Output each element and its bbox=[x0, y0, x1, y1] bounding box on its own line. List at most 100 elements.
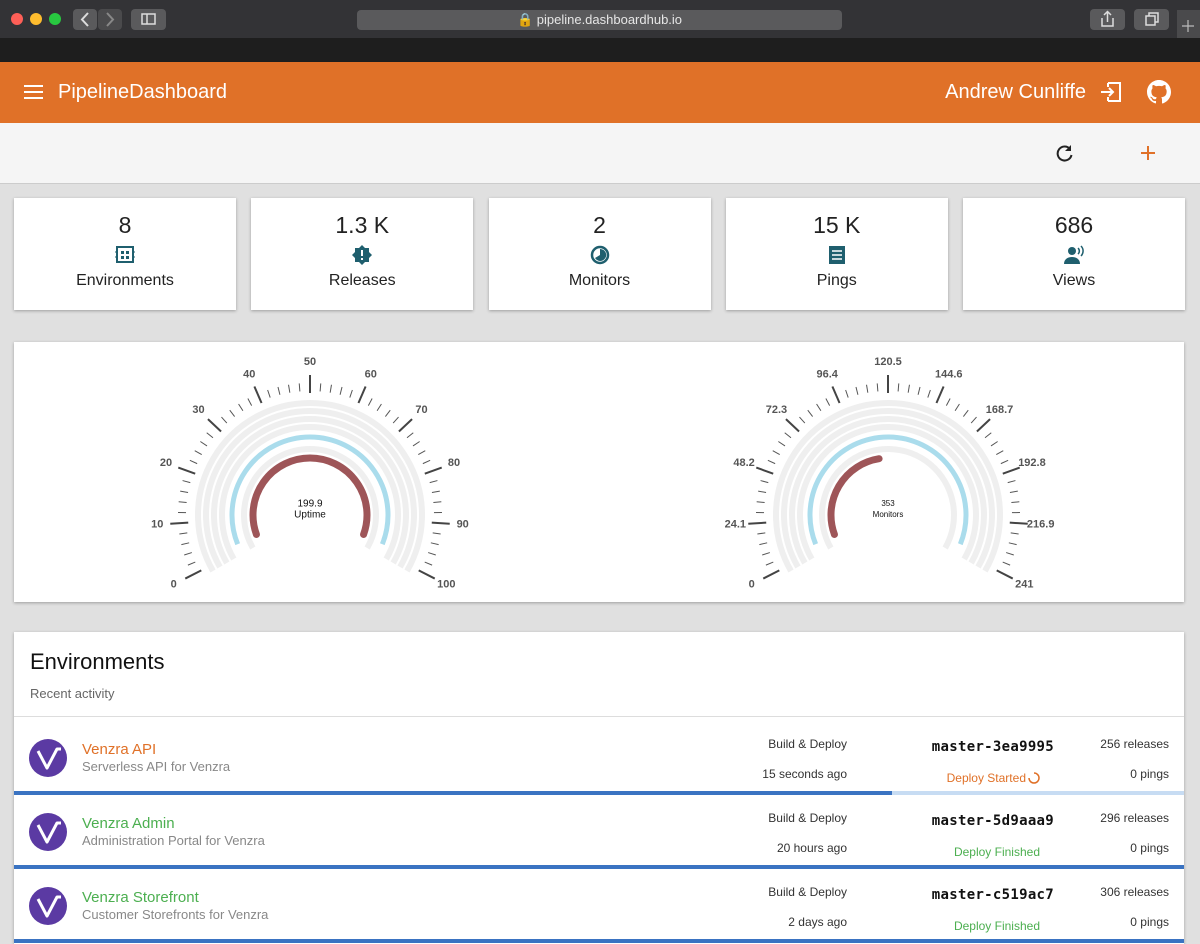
minor-tick bbox=[392, 416, 399, 424]
minor-tick bbox=[1006, 552, 1014, 556]
major-tick bbox=[418, 569, 436, 580]
minor-tick bbox=[229, 409, 236, 417]
last-deploy-time: 20 hours ago bbox=[776, 841, 847, 855]
release-tag: master-3ea9995 bbox=[931, 739, 1054, 755]
stat-label: Views bbox=[1052, 272, 1096, 289]
environment-name[interactable]: Venzra API bbox=[82, 741, 157, 758]
app-title[interactable]: PipelineDashboard bbox=[58, 81, 228, 103]
gauge-band bbox=[781, 408, 995, 569]
major-tick bbox=[1009, 521, 1028, 525]
release-count: 256 releases bbox=[1100, 737, 1169, 751]
gauge-tick-label: 120.5 bbox=[874, 356, 902, 368]
environment-row[interactable]: Venzra Admin Administration Portal for Ve… bbox=[14, 791, 1184, 869]
environment-name[interactable]: Venzra Admin bbox=[82, 815, 175, 832]
minor-tick bbox=[962, 409, 969, 417]
logout-button[interactable] bbox=[1100, 82, 1122, 102]
environment-row[interactable]: Venzra Storefront Customer Storefronts fo… bbox=[14, 865, 1184, 943]
major-tick bbox=[424, 466, 443, 475]
stat-icon bbox=[590, 245, 609, 265]
minor-tick bbox=[1011, 501, 1020, 504]
github-button[interactable] bbox=[1147, 80, 1171, 104]
gauge-tick-label: 241 bbox=[1015, 578, 1033, 590]
user-name[interactable]: Andrew Cunliffe bbox=[945, 81, 1086, 103]
minor-tick bbox=[927, 389, 931, 398]
back-button[interactable] bbox=[73, 9, 97, 30]
gauge-tick-label: 72.3 bbox=[766, 404, 787, 416]
environment-description: Administration Portal for Venzra bbox=[82, 833, 265, 848]
minor-tick bbox=[189, 459, 198, 465]
release-tag: master-c519ac7 bbox=[931, 887, 1054, 903]
minor-tick bbox=[428, 552, 436, 556]
major-tick bbox=[357, 386, 367, 404]
pipeline-name: Build & Deploy bbox=[768, 811, 847, 825]
tabs-button[interactable] bbox=[1134, 9, 1169, 30]
gauge-tick-label: 40 bbox=[243, 368, 255, 380]
add-button[interactable] bbox=[1140, 145, 1156, 161]
url-text: pipeline.dashboardhub.io bbox=[536, 12, 683, 27]
minor-tick bbox=[180, 490, 189, 494]
minor-tick bbox=[917, 386, 921, 395]
close-button[interactable] bbox=[11, 13, 23, 25]
gauge-band bbox=[241, 446, 379, 550]
minor-tick bbox=[759, 542, 768, 546]
minor-tick bbox=[945, 398, 951, 406]
minor-tick bbox=[277, 386, 281, 395]
gauge-tick-label: 192.8 bbox=[1018, 457, 1046, 469]
avatar bbox=[29, 813, 67, 851]
minor-tick bbox=[184, 552, 192, 556]
refresh-button[interactable] bbox=[1056, 144, 1074, 162]
stat-icon bbox=[352, 245, 373, 265]
minor-tick bbox=[206, 432, 214, 439]
environment-row[interactable]: Venzra API Serverless API for Venzra Build… bbox=[14, 717, 1184, 795]
card-subtitle: Recent activity bbox=[30, 686, 115, 701]
avatar bbox=[29, 739, 67, 777]
stat-icon bbox=[1064, 245, 1084, 264]
release-count: 306 releases bbox=[1100, 885, 1169, 899]
stat-card[interactable]: 686 Views bbox=[963, 198, 1185, 310]
major-tick bbox=[755, 466, 774, 475]
stat-card[interactable]: 2 Monitors bbox=[488, 198, 711, 310]
minor-tick bbox=[267, 389, 271, 398]
browser-toolbar: 🔒 pipeline.dashboardhub.io bbox=[0, 0, 1200, 40]
minor-tick bbox=[182, 480, 191, 484]
forward-button[interactable] bbox=[98, 9, 122, 30]
sidebar-button[interactable] bbox=[131, 9, 166, 30]
minor-tick bbox=[784, 432, 792, 439]
minor-tick bbox=[1000, 459, 1009, 465]
gauge-arc-outer bbox=[229, 434, 391, 546]
gauge-tick-label: 0 bbox=[171, 578, 177, 590]
minor-tick bbox=[954, 403, 960, 411]
minor-tick bbox=[1007, 480, 1016, 484]
stat-value: 686 bbox=[1054, 212, 1094, 238]
divider bbox=[14, 716, 1184, 717]
major-tick bbox=[935, 386, 945, 404]
stat-card[interactable]: 15 K Pings bbox=[725, 198, 948, 310]
minor-tick bbox=[996, 450, 1004, 456]
gauge-arc-inner bbox=[249, 454, 371, 538]
minor-tick bbox=[178, 501, 187, 504]
address-bar[interactable]: 🔒 pipeline.dashboardhub.io bbox=[357, 10, 842, 30]
gauge-band bbox=[219, 424, 401, 561]
minor-tick bbox=[422, 459, 431, 465]
minor-tick bbox=[970, 416, 977, 424]
stat-card[interactable]: 8 Environments bbox=[14, 198, 236, 310]
menu-button[interactable] bbox=[24, 84, 44, 100]
environment-name[interactable]: Venzra Storefront bbox=[82, 889, 199, 906]
minor-tick bbox=[418, 450, 426, 456]
last-deploy-time: 15 seconds ago bbox=[762, 767, 847, 781]
stat-card[interactable]: 1.3 K Releases bbox=[251, 198, 474, 310]
minor-tick bbox=[816, 403, 822, 411]
ping-count: 0 pings bbox=[1130, 841, 1169, 855]
minor-tick bbox=[1010, 532, 1019, 535]
gauge-tick-label: 20 bbox=[160, 457, 172, 469]
stat-value: 2 bbox=[593, 212, 606, 238]
gauge-tick-label: 90 bbox=[457, 519, 469, 531]
gauge-value: 199.9 bbox=[297, 499, 322, 510]
gauge-tick-label: 0 bbox=[749, 578, 755, 590]
minimize-button[interactable] bbox=[30, 13, 42, 25]
major-tick bbox=[976, 418, 991, 433]
gauge-tick-label: 168.7 bbox=[986, 404, 1014, 416]
gauge-tick-label: 144.6 bbox=[935, 368, 963, 380]
zoom-button[interactable] bbox=[49, 13, 61, 25]
